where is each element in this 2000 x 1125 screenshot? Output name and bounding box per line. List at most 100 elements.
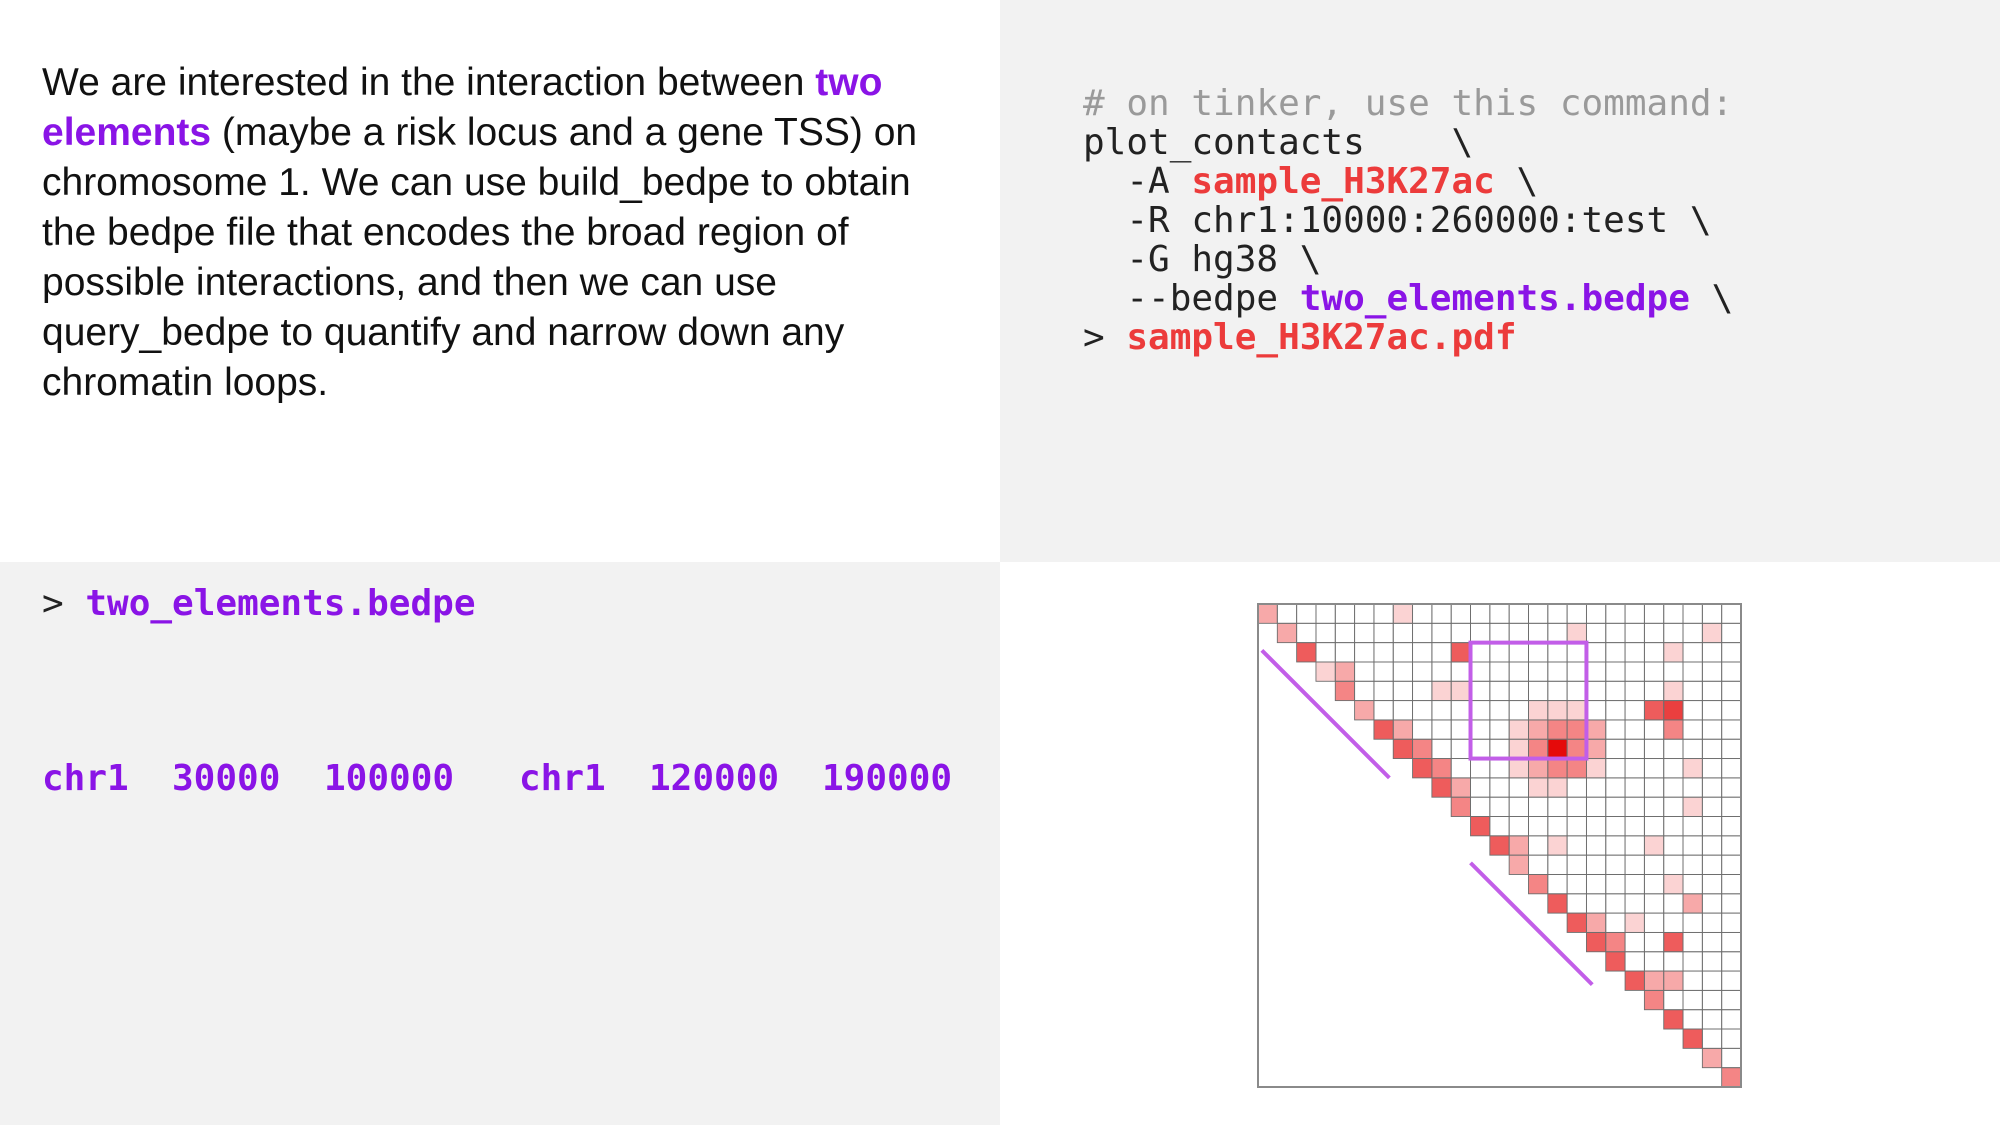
heatmap-grid-cell — [1373, 661, 1394, 682]
heatmap-grid-cell — [1605, 700, 1626, 721]
contact-heatmap — [1257, 603, 1742, 1088]
heatmap-grid-cell — [1431, 622, 1452, 644]
heatmap-grid-cell — [1605, 758, 1626, 779]
heatmap-cell — [1296, 642, 1316, 662]
heatmap-cell — [1451, 642, 1471, 662]
heatmap-cell — [1547, 835, 1568, 856]
heatmap-grid-cell — [1682, 777, 1703, 798]
heatmap-grid-cell — [1547, 796, 1568, 817]
heatmap-cell — [1451, 681, 1471, 701]
heatmap-grid-cell — [1682, 874, 1703, 895]
heatmap-grid-cell — [1547, 603, 1568, 624]
heatmap-grid-cell — [1643, 931, 1665, 953]
heatmap-grid-cell — [1643, 951, 1665, 972]
heatmap-grid-cell — [1528, 816, 1549, 837]
intro-panel — [0, 0, 1000, 562]
heatmap-grid-cell — [1721, 1028, 1742, 1049]
heatmap-grid-cell — [1470, 700, 1491, 721]
heatmap-grid-cell — [1354, 661, 1375, 682]
heatmap-grid-cell — [1470, 777, 1491, 798]
heatmap-cell — [1605, 951, 1626, 972]
heatmap-grid-cell — [1373, 622, 1394, 644]
heatmap-cell — [1509, 719, 1529, 740]
heatmap-cell — [1509, 739, 1529, 759]
heatmap-grid-cell — [1721, 893, 1742, 914]
heatmap-grid-cell — [1450, 622, 1471, 644]
heatmap-grid-cell — [1701, 738, 1723, 760]
heatmap-cell — [1586, 758, 1606, 778]
heatmap-grid-cell — [1354, 603, 1375, 624]
heatmap-grid-cell — [1663, 622, 1684, 644]
heatmap-grid-cell — [1412, 661, 1433, 682]
heatmap-grid-cell — [1431, 603, 1452, 624]
command-bedpe-flag: --bedpe — [1083, 278, 1300, 319]
heatmap-grid-cell — [1721, 835, 1742, 856]
heatmap-cell — [1547, 758, 1568, 778]
heatmap-grid-cell — [1701, 989, 1723, 1011]
bedpe-prompt: > — [42, 583, 86, 624]
heatmap-grid-cell — [1489, 816, 1510, 837]
heatmap-grid-cell — [1605, 622, 1626, 644]
heatmap-grid-cell — [1431, 738, 1452, 760]
intro-highlight: two elements — [42, 61, 883, 154]
heatmap-grid-cell — [1585, 603, 1607, 624]
heatmap-grid-cell — [1547, 622, 1568, 644]
heatmap-grid-cell — [1547, 642, 1568, 663]
heatmap-grid-cell — [1721, 1047, 1742, 1069]
heatmap-grid-cell — [1431, 642, 1452, 663]
heatmap-grid-cell — [1450, 738, 1471, 760]
bedpe-field-chrom1: chr1 — [42, 758, 129, 799]
heatmap-cell — [1373, 719, 1394, 740]
heatmap-grid-cell — [1547, 816, 1568, 837]
heatmap-grid-cell — [1566, 642, 1587, 663]
heatmap-grid-cell — [1508, 661, 1529, 682]
heatmap-grid-cell — [1528, 796, 1549, 817]
heatmap-cell — [1528, 700, 1548, 720]
heatmap-cell — [1547, 739, 1568, 759]
heatmap-cell — [1393, 739, 1413, 759]
heatmap-grid-cell — [1605, 738, 1626, 760]
heatmap-grid-cell — [1566, 796, 1587, 817]
heatmap-grid-cell — [1643, 642, 1665, 663]
heatmap-cell — [1683, 797, 1703, 817]
heatmap-cell — [1451, 797, 1471, 817]
heatmap-grid-cell — [1315, 622, 1336, 644]
heatmap-grid-cell — [1701, 661, 1723, 682]
heatmap-grid-cell — [1721, 970, 1742, 991]
heatmap-grid-cell — [1721, 642, 1742, 663]
heatmap-grid-cell — [1605, 893, 1626, 914]
heatmap-border — [1257, 603, 1742, 1088]
heatmap-cell — [1528, 739, 1548, 759]
heatmap-grid-cell — [1528, 661, 1549, 682]
heatmap-cell — [1431, 777, 1452, 798]
heatmap-grid-cell — [1682, 622, 1703, 644]
heatmap-grid-cell — [1334, 642, 1356, 663]
heatmap-grid-cell — [1643, 661, 1665, 682]
heatmap-grid-cell — [1412, 642, 1433, 663]
heatmap-grid-cell — [1431, 700, 1452, 721]
heatmap-cell — [1663, 1009, 1684, 1030]
heatmap-cell — [1431, 681, 1452, 701]
heatmap-grid-cell — [1643, 603, 1665, 624]
heatmap-grid-cell — [1334, 622, 1356, 644]
heatmap-grid-cell — [1624, 603, 1645, 624]
bedpe-field-start1: 30000 — [172, 758, 281, 799]
heatmap-grid-cell — [1566, 874, 1587, 895]
heatmap-cell — [1567, 758, 1587, 778]
plot-contacts-command: # on tinker, use this command: plot_cont… — [1083, 84, 1733, 357]
element-1-diagonal-line — [1260, 648, 1391, 780]
heatmap-cell — [1663, 700, 1684, 720]
heatmap-grid-cell — [1566, 854, 1587, 875]
heatmap-cell — [1586, 932, 1606, 952]
heatmap-grid-cell — [1721, 796, 1742, 817]
heatmap-grid-cell — [1296, 603, 1317, 624]
heatmap-grid-cell — [1412, 622, 1433, 644]
heatmap-grid-cell — [1701, 970, 1723, 991]
heatmap-grid-cell — [1663, 758, 1684, 779]
heatmap-grid-cell — [1624, 680, 1645, 702]
heatmap-cell — [1393, 719, 1413, 740]
heatmap-grid-cell — [1682, 912, 1703, 933]
heatmap-grid-cell — [1566, 777, 1587, 798]
heatmap-grid-cell — [1643, 893, 1665, 914]
heatmap-grid-cell — [1624, 796, 1645, 817]
